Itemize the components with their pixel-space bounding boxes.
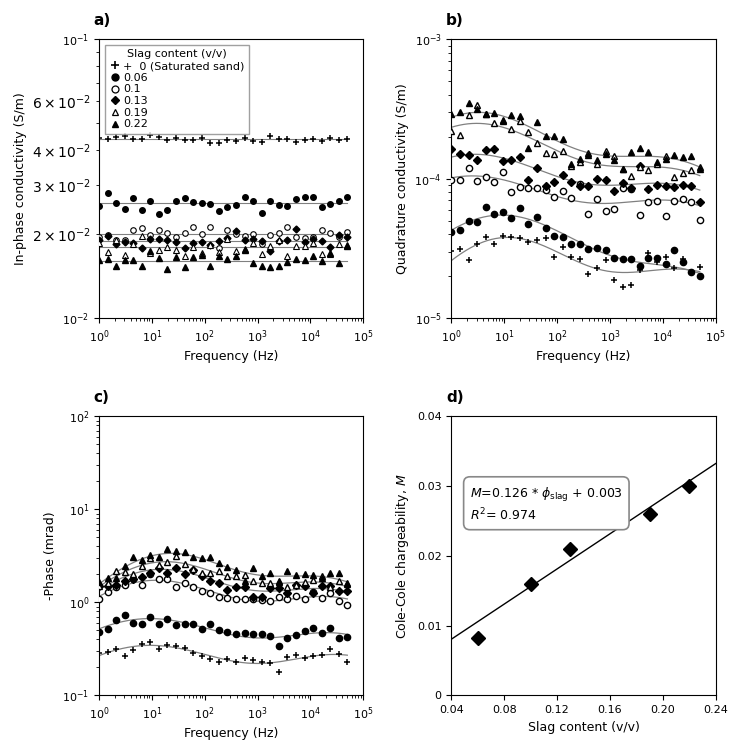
Y-axis label: -Phase (mrad): -Phase (mrad) — [44, 511, 56, 600]
Text: $M$=0.126 * $\phi_{\rm slag}$ + 0.003
$R^{2}$= 0.974: $M$=0.126 * $\phi_{\rm slag}$ + 0.003 $R… — [470, 486, 623, 523]
Y-axis label: Quadrature conductivity (S/m): Quadrature conductivity (S/m) — [395, 84, 409, 274]
Text: c): c) — [93, 391, 110, 406]
Text: a): a) — [93, 14, 111, 29]
Text: b): b) — [446, 14, 464, 29]
Legend: +  0 (Saturated sand), 0.06, 0.1, 0.13, 0.19, 0.22: + 0 (Saturated sand), 0.06, 0.1, 0.13, 0… — [105, 45, 249, 134]
Text: d): d) — [446, 391, 464, 406]
Y-axis label: In-phase conductivity (S/m): In-phase conductivity (S/m) — [14, 93, 27, 265]
X-axis label: Frequency (Hz): Frequency (Hz) — [184, 350, 278, 363]
Y-axis label: Cole-Cole chargeability, $M$: Cole-Cole chargeability, $M$ — [394, 473, 411, 639]
X-axis label: Frequency (Hz): Frequency (Hz) — [536, 350, 631, 363]
X-axis label: Frequency (Hz): Frequency (Hz) — [184, 727, 278, 740]
X-axis label: Slag content (v/v): Slag content (v/v) — [528, 721, 640, 734]
